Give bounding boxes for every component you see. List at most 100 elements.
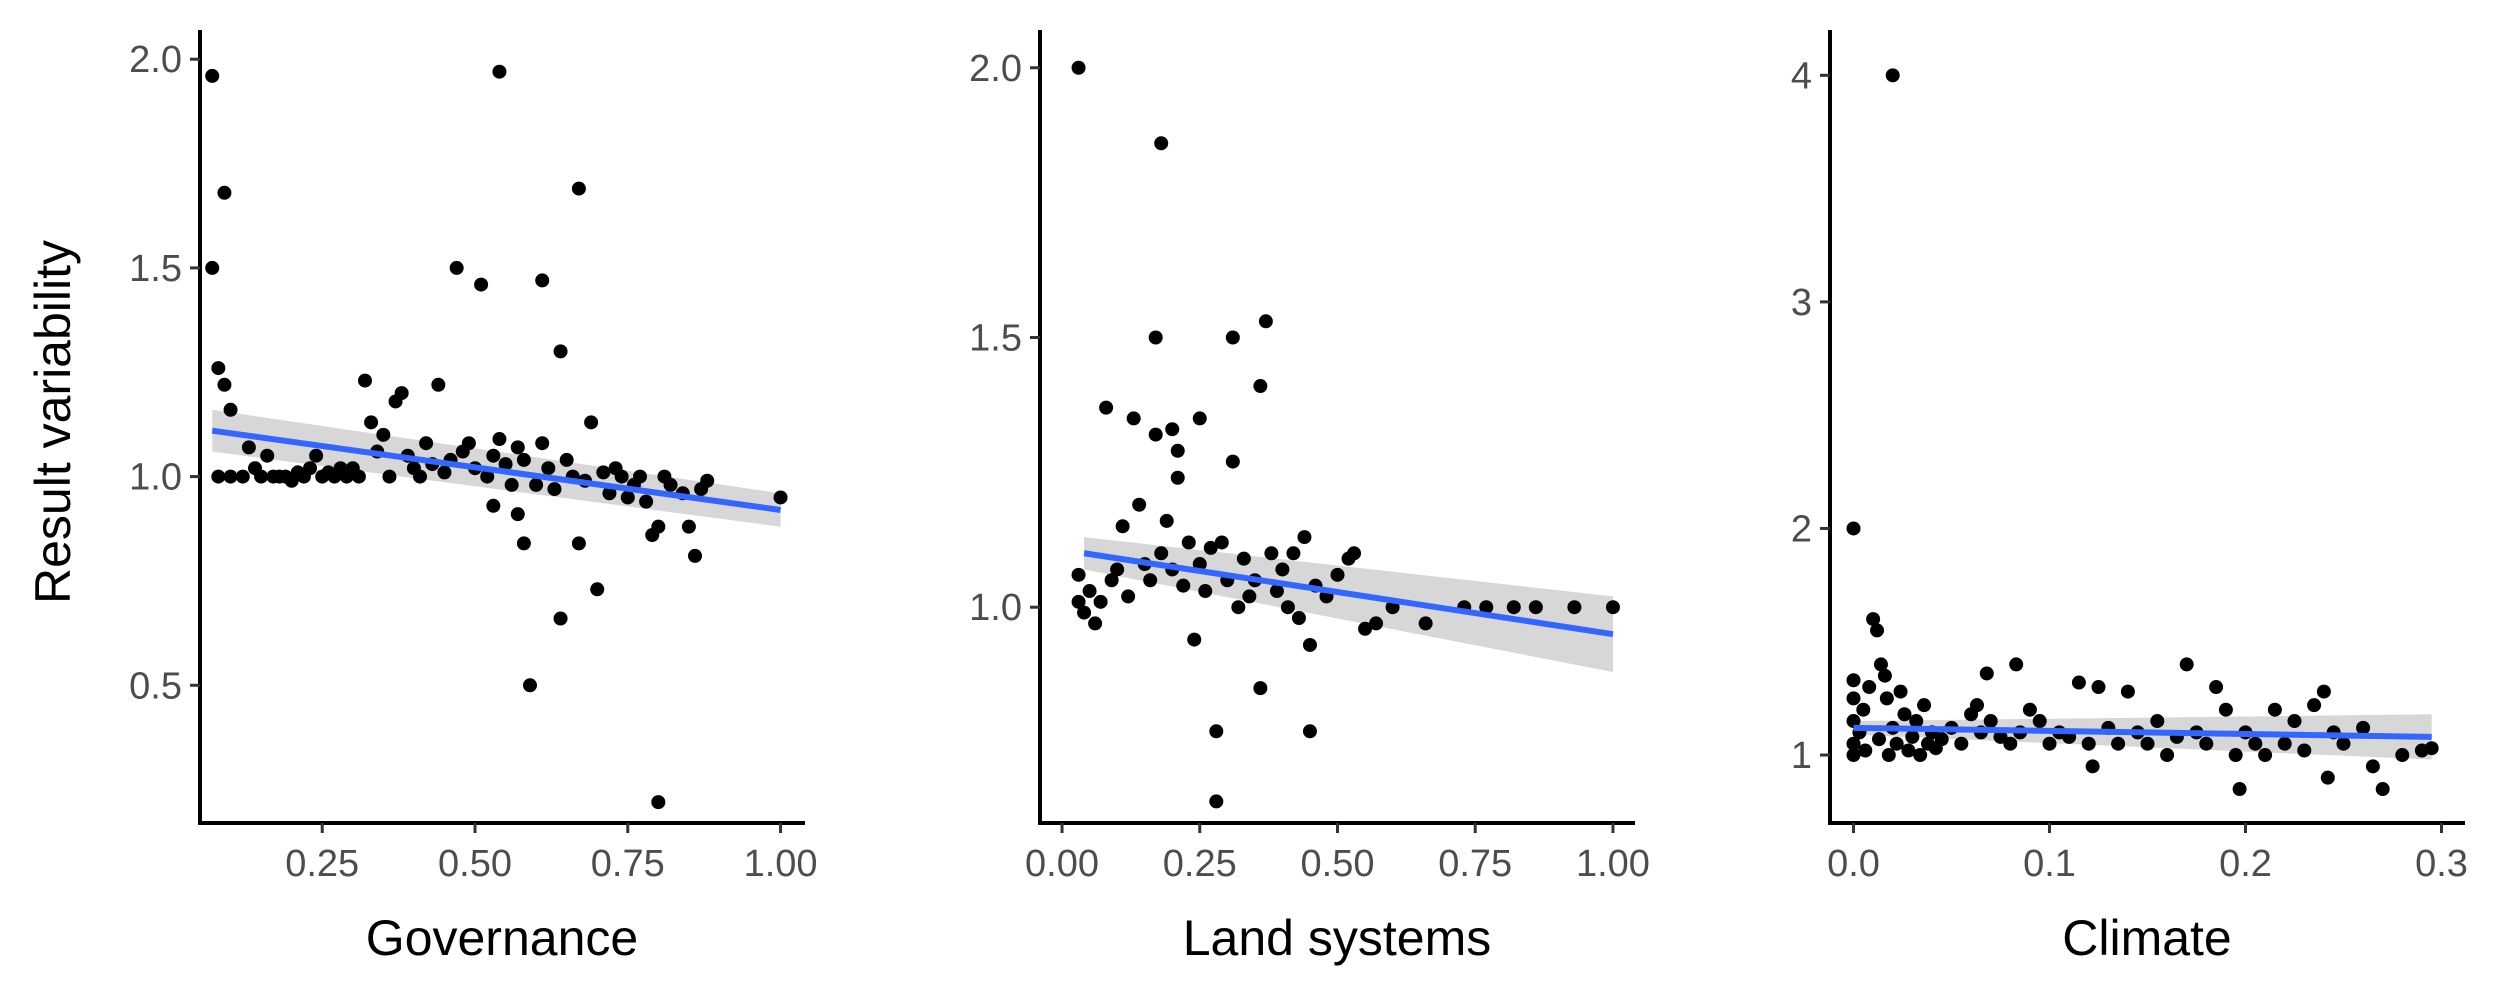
data-point [2209, 680, 2224, 695]
data-point [553, 344, 568, 359]
data-point [2111, 736, 2126, 751]
data-point [1846, 714, 1861, 729]
data-point [547, 482, 562, 497]
data-point [376, 427, 391, 442]
data-point [504, 477, 519, 492]
data-point [1846, 748, 1861, 763]
data-point [1479, 600, 1494, 615]
data-point [2232, 782, 2247, 797]
data-point [2395, 748, 2410, 763]
data-point [235, 469, 250, 484]
data-point [1192, 411, 1207, 426]
data-point [1071, 60, 1086, 75]
data-point [1088, 616, 1103, 631]
data-point [1302, 724, 1317, 739]
data-point [1302, 637, 1317, 652]
data-point [1121, 589, 1136, 604]
data-point [1165, 422, 1180, 437]
data-point [449, 260, 464, 275]
data-point [1528, 600, 1543, 615]
data-point [358, 373, 372, 388]
data-point [1330, 567, 1345, 582]
x-tick-label: 0.3 [2415, 843, 2468, 885]
governance-panel: Result variability Governance 0.5 1.0 1.5 2… [25, 30, 818, 966]
data-point [2424, 741, 2439, 756]
data-point [2199, 736, 2214, 751]
data-point [2365, 759, 2380, 774]
climate-panel: Climate 1 2 3 4 0.0 0.1 0.2 0.3 [1791, 30, 2468, 966]
data-point [1873, 657, 1888, 672]
data-point [516, 452, 531, 467]
data-point [1917, 698, 1932, 713]
data-point [1258, 314, 1273, 329]
data-point [1236, 551, 1251, 566]
data-point [437, 465, 452, 480]
data-point [773, 490, 788, 505]
data-point [2287, 714, 2302, 729]
data-point [1071, 594, 1086, 609]
data-point [1214, 535, 1229, 550]
data-point [1347, 546, 1362, 561]
data-point [474, 277, 489, 292]
data-point [1253, 379, 1268, 394]
x-tick-label: 0.50 [1301, 843, 1375, 885]
x-tick-label: 0.00 [1025, 843, 1099, 885]
data-point [1913, 748, 1928, 763]
data-point [431, 377, 446, 392]
data-point [2160, 748, 2175, 763]
y-tick-label: 2.0 [969, 48, 1022, 90]
data-point [1369, 616, 1384, 631]
x-tick-label: 0.2 [2219, 843, 2272, 885]
data-point [1231, 600, 1246, 615]
data-point [571, 181, 586, 196]
data-point [1871, 732, 1886, 747]
x-axis-title: Governance [366, 910, 638, 966]
data-point [602, 486, 617, 501]
data-point [1983, 714, 1998, 729]
y-tick-label: 4 [1791, 55, 1812, 97]
data-point [688, 548, 702, 563]
y-tick-label: 1.5 [129, 248, 182, 290]
data-point [1954, 736, 1969, 751]
data-point [1418, 616, 1433, 631]
x-tick-label: 0.25 [285, 843, 359, 885]
data-point [1993, 729, 2008, 744]
data-point [492, 64, 507, 79]
data-point [2032, 714, 2047, 729]
data-point [2091, 680, 2106, 695]
data-point [633, 469, 647, 484]
data-point [205, 260, 220, 275]
data-point [1846, 691, 1861, 706]
data-point [486, 448, 501, 463]
x-tick-label: 1.00 [1576, 843, 1650, 885]
y-tick-label: 2.0 [129, 39, 182, 81]
data-point [1275, 562, 1290, 577]
data-point [1176, 578, 1191, 593]
data-point [584, 415, 599, 430]
data-point [2297, 743, 2312, 758]
data-point [1115, 519, 1130, 534]
y-tick-label: 1.5 [969, 317, 1022, 359]
data-point [1870, 623, 1885, 638]
data-point [1879, 691, 1894, 706]
data-point [1862, 680, 1877, 695]
data-point [2150, 714, 2165, 729]
data-point [571, 536, 586, 551]
data-point [1846, 673, 1861, 688]
data-point [596, 465, 611, 480]
data-point [620, 490, 635, 505]
data-point [1264, 546, 1279, 561]
y-axis-title: Result variability [25, 240, 81, 604]
data-point [254, 469, 269, 484]
data-point [1209, 794, 1224, 809]
data-point [2009, 657, 2024, 672]
data-point [535, 436, 550, 451]
data-point [1154, 136, 1169, 151]
data-point [1181, 535, 1196, 550]
data-point [1225, 330, 1240, 345]
x-axis-title: Land systems [1183, 910, 1491, 966]
data-point [1253, 681, 1268, 696]
data-point [223, 402, 238, 417]
data-point [1866, 612, 1881, 627]
